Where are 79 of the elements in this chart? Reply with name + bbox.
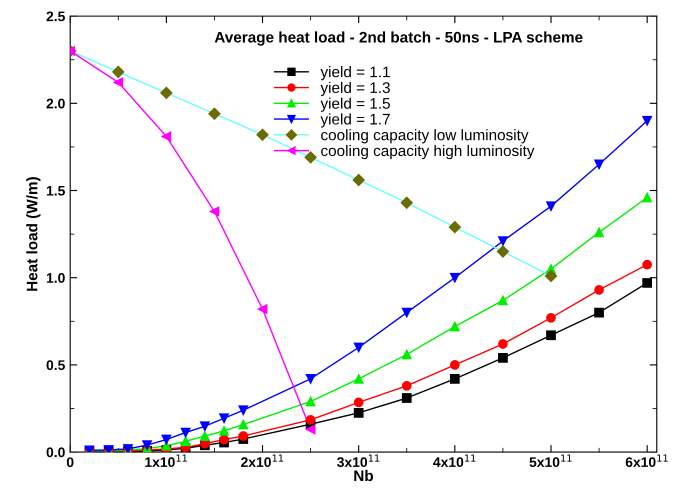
point <box>162 132 172 142</box>
legend-label: cooling capacity high luminosity <box>321 144 534 160</box>
point <box>498 296 508 306</box>
point <box>642 260 652 270</box>
point <box>402 308 412 318</box>
point <box>594 285 604 295</box>
point <box>450 360 460 370</box>
point <box>200 421 210 432</box>
point <box>306 374 316 384</box>
point <box>450 374 460 384</box>
point <box>402 393 412 403</box>
legend-label: yield = 1.5 <box>320 98 390 112</box>
legend-label: yield = 1.7 <box>320 113 390 128</box>
point <box>402 380 412 391</box>
point <box>219 434 229 444</box>
point <box>498 339 508 349</box>
legend-label: cooling capacity low luminosity <box>321 129 528 144</box>
legend-label: yield = 1.3 <box>320 82 390 96</box>
point <box>238 431 248 441</box>
point <box>200 431 210 441</box>
point <box>306 424 316 434</box>
point <box>306 414 316 425</box>
point <box>160 86 172 99</box>
point <box>546 312 556 323</box>
point <box>450 322 460 332</box>
x-tick-label: 2x10$^{11}$ <box>241 454 284 468</box>
point <box>544 270 558 282</box>
point <box>219 413 229 424</box>
y-tick-label: 2.5 <box>46 11 65 22</box>
point <box>498 236 508 246</box>
x-tick-label: 0 <box>66 457 74 468</box>
point <box>208 108 221 120</box>
point <box>238 420 248 430</box>
text: Average heat load - 2nd batch - 50ns - LPA scheme <box>214 31 583 46</box>
point <box>546 330 556 340</box>
point <box>642 278 652 288</box>
point <box>142 440 152 450</box>
point <box>498 353 508 363</box>
point <box>642 116 652 126</box>
x-tick-label: 3x10$^{11}$ <box>337 454 380 468</box>
point <box>450 272 460 283</box>
point <box>238 405 248 416</box>
y-tick-label: 0.5 <box>46 360 65 370</box>
point <box>546 201 556 212</box>
point <box>256 128 269 141</box>
legend-label: yield = 1.1 <box>320 66 390 80</box>
point <box>112 66 124 78</box>
x-tick-label: 4x10$^{11}$ <box>433 454 476 468</box>
point <box>306 396 316 406</box>
y-tick-label: 2.0 <box>46 98 65 108</box>
point <box>594 308 604 318</box>
point <box>180 436 190 446</box>
x-axis-title: Nb <box>354 470 374 482</box>
point <box>352 174 365 186</box>
x-tick-label: 5x10$^{11}$ <box>529 454 572 468</box>
point <box>210 206 220 216</box>
point <box>162 434 172 444</box>
y-tick-label: 0.0 <box>46 447 65 458</box>
point <box>594 159 604 170</box>
point <box>304 151 317 164</box>
x-tick-label: 1x10$^{11}$ <box>145 454 187 468</box>
y-axis-title: Heat load (W/m) <box>26 177 40 291</box>
point <box>354 342 364 352</box>
point <box>354 374 364 384</box>
point <box>496 245 510 258</box>
point <box>113 78 124 88</box>
point <box>354 408 364 418</box>
y-tick-label: 1.5 <box>46 186 65 196</box>
x-tick-label: 6x10$^{11}$ <box>626 454 668 468</box>
point <box>642 192 652 202</box>
point <box>400 196 413 209</box>
point <box>594 228 604 238</box>
y-tick-label: 1.0 <box>46 273 65 283</box>
point <box>258 304 268 314</box>
point <box>402 350 412 360</box>
point <box>354 398 364 408</box>
point <box>448 221 461 234</box>
point <box>180 428 190 438</box>
point <box>219 426 229 436</box>
